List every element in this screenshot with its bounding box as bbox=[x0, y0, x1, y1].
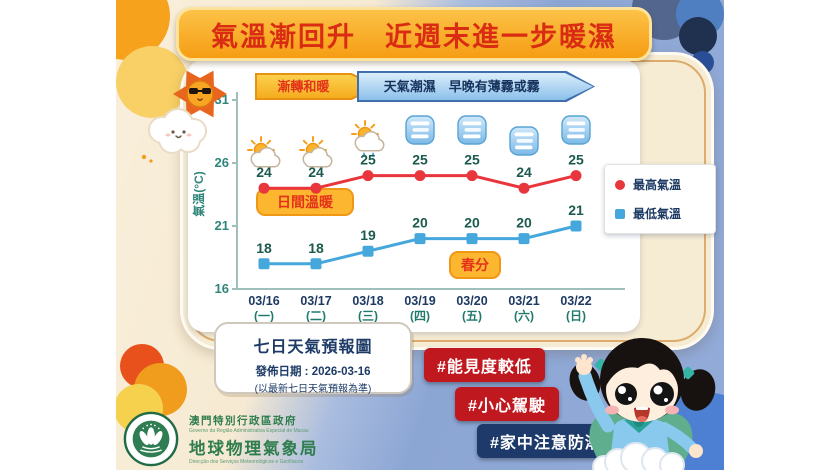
sun-cloud-mascot-icon bbox=[141, 70, 227, 163]
weather-girl-character bbox=[569, 338, 724, 470]
svg-text:21: 21 bbox=[568, 202, 584, 218]
svg-text:24: 24 bbox=[308, 164, 324, 180]
svg-text:20: 20 bbox=[516, 215, 532, 231]
svg-text:03/18: 03/18 bbox=[352, 294, 383, 308]
legend-row-max: 最高氣溫 bbox=[615, 176, 705, 193]
deco-circle-top-left-yellow bbox=[116, 46, 188, 118]
svg-text:20: 20 bbox=[412, 215, 428, 231]
svg-text:(三): (三) bbox=[358, 309, 378, 323]
svg-text:(日): (日) bbox=[566, 309, 586, 323]
svg-text:03/19: 03/19 bbox=[404, 294, 435, 308]
humid-weather-label: 天氣潮濕 早晚有薄霧或霧 bbox=[383, 79, 540, 94]
svg-text:03/20: 03/20 bbox=[456, 294, 487, 308]
svg-text:16: 16 bbox=[215, 281, 229, 296]
min-temp-point bbox=[414, 233, 426, 245]
forecast-note: (以最新七日天氣預報為準) bbox=[254, 384, 372, 395]
svg-text:21: 21 bbox=[215, 218, 229, 233]
svg-text:03/21: 03/21 bbox=[508, 294, 539, 308]
hashtag-low-visibility: #能見度較低 bbox=[424, 348, 545, 382]
publish-date: 發佈日期 : 2026-03-16 bbox=[255, 366, 371, 378]
arrow-fill bbox=[359, 73, 593, 100]
svg-text:18: 18 bbox=[308, 240, 324, 256]
svg-text:25: 25 bbox=[568, 152, 584, 168]
macau-government-emblem-icon bbox=[123, 411, 179, 467]
svg-text:日間溫暖: 日間溫暖 bbox=[277, 194, 334, 210]
min-temp-point bbox=[310, 258, 322, 270]
fog-icon bbox=[561, 115, 591, 145]
svg-text:(五): (五) bbox=[462, 309, 482, 323]
min-temp-marker-icon bbox=[615, 208, 625, 219]
partly-cloudy-icon: 24 24 25 25 25 24 25 18 18 19 20 20 20 21 bbox=[247, 115, 591, 270]
legend-min-label: 最低氣溫 bbox=[633, 207, 682, 221]
min-temp-point bbox=[258, 258, 270, 270]
forecast-title: 七日天氣預報圖 bbox=[253, 339, 373, 356]
chart-card: 31 26 21 16 氣溫(°C) 03/16 (一) 03/17 (二) 03/18 (三) 03… bbox=[188, 60, 640, 332]
svg-text:(四): (四) bbox=[410, 309, 430, 323]
bureau-name: 地球物理氣象局 bbox=[189, 440, 319, 458]
forecast-chart: 31262116氣溫(°C)03/16(一)03/17(二)03/18(三)03… bbox=[191, 92, 625, 323]
government-name: 澳門特別行政區政府 bbox=[189, 415, 297, 427]
max-temp-point bbox=[414, 170, 426, 182]
partly-cloudy-icon: 24 24 25 25 25 24 25 18 18 19 20 20 20 21 bbox=[256, 115, 591, 270]
page-title: 氣溫漸回升 近週末進一步暖濕 bbox=[211, 21, 617, 52]
min-temp-point bbox=[362, 245, 374, 257]
deco-circle-top-right-navy bbox=[679, 17, 717, 55]
max-temp-point bbox=[258, 182, 270, 194]
government-name-pt: Governo da Região Administrativa Especia… bbox=[189, 428, 309, 434]
min-temp-point bbox=[518, 233, 530, 245]
svg-text:24: 24 bbox=[516, 164, 532, 180]
hashtag-drive-carefully: #小心駕駛 bbox=[455, 387, 559, 421]
fog-icon bbox=[457, 115, 487, 145]
legend-max-label: 最高氣溫 bbox=[633, 178, 682, 192]
svg-text:18: 18 bbox=[256, 240, 272, 256]
svg-text:(一): (一) bbox=[254, 309, 274, 323]
fog-icon bbox=[509, 126, 539, 156]
poster-background: 氣溫漸回升 近週末進一步暖濕 31 26 21 16 氣溫(°C) 03/16 (一) 03/… bbox=[116, 0, 724, 470]
svg-text:(六): (六) bbox=[514, 308, 534, 323]
svg-text:03/22: 03/22 bbox=[560, 294, 591, 308]
max-temp-point bbox=[310, 182, 322, 194]
min-temp-point bbox=[466, 233, 478, 245]
banner-humid-weather: 天氣潮濕 早晚有薄霧或霧 bbox=[357, 71, 595, 102]
fog-icon bbox=[405, 115, 435, 145]
max-temp-marker-icon bbox=[615, 179, 625, 190]
svg-text:25: 25 bbox=[464, 152, 480, 168]
svg-text:24: 24 bbox=[256, 164, 272, 180]
min-temp-point bbox=[570, 220, 582, 232]
svg-text:(二): (二) bbox=[306, 309, 326, 323]
svg-text:03/16: 03/16 bbox=[248, 294, 279, 308]
forecast-info-box: 七日天氣預報圖 發佈日期 : 2026-03-16 (以最新七日天氣預報為準) bbox=[214, 322, 412, 395]
turning-warm-label: 漸轉和暖 bbox=[277, 79, 330, 94]
max-temp-point bbox=[466, 170, 478, 182]
max-temp-point bbox=[362, 170, 374, 182]
svg-text:20: 20 bbox=[464, 215, 480, 231]
title-banner: 氣溫漸回升 近週末進一步暖濕 bbox=[176, 7, 652, 61]
bureau-text-block: 澳門特別行政區政府 Governo da Região Administrati… bbox=[189, 413, 319, 465]
bureau-name-pt: Direcção dos Serviços Meteorológicos e G… bbox=[189, 459, 304, 465]
svg-text:氣溫(°C): 氣溫(°C) bbox=[191, 171, 206, 216]
svg-text:26: 26 bbox=[215, 155, 229, 170]
legend-row-min: 最低氣溫 bbox=[615, 205, 705, 222]
svg-text:25: 25 bbox=[360, 152, 376, 168]
chart-legend: 最高氣溫 最低氣溫 bbox=[604, 164, 716, 234]
max-temp-point bbox=[518, 182, 530, 194]
arrow-fill bbox=[257, 75, 377, 98]
annotation-badge: 春分 bbox=[449, 251, 501, 279]
svg-text:19: 19 bbox=[360, 227, 376, 243]
bureau-footer: 澳門特別行政區政府 Governo da Região Administrati… bbox=[122, 410, 319, 468]
annotation-badge: 日間溫暖 bbox=[256, 188, 354, 216]
svg-text:春分: 春分 bbox=[460, 257, 489, 273]
svg-text:03/17: 03/17 bbox=[300, 294, 331, 308]
sun-shower-icon: 24 24 25 25 25 24 25 18 18 19 20 20 20 21 bbox=[256, 115, 591, 270]
max-temp-point bbox=[570, 170, 582, 182]
svg-text:25: 25 bbox=[412, 152, 428, 168]
